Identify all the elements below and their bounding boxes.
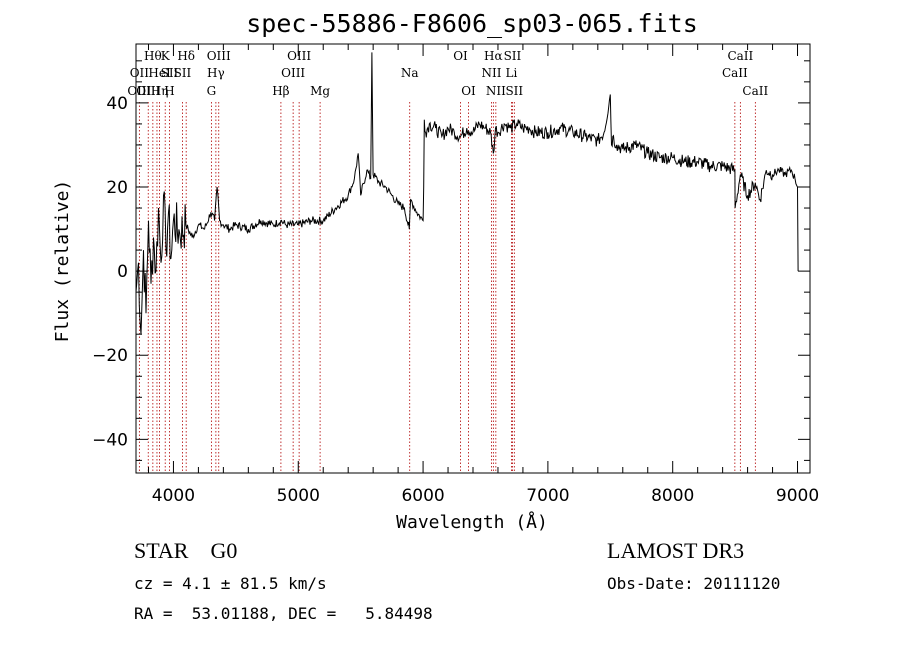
spectral-line-label: Hη [151, 84, 169, 98]
spectral-line-label: NII [481, 66, 501, 80]
spectral-line-label: Hγ [207, 66, 225, 80]
spectral-line-label: SII [174, 66, 192, 80]
spectral-line-label: OIII [136, 84, 160, 98]
spectral-line-label: Hθ [144, 49, 162, 63]
spectral-line-label: CaII [742, 84, 768, 98]
x-tick-label: 4000 [152, 486, 195, 506]
spectral-line-label: CaII [722, 66, 748, 80]
spectral-line-label: SII [505, 84, 523, 98]
x-tick-label: 8000 [651, 486, 694, 506]
object-class-label: STAR G0 [134, 538, 238, 563]
spectral-line-label: Na [401, 66, 419, 80]
obs-date-text: Obs-Date: 20111120 [607, 574, 781, 593]
spectral-line-label: OI [461, 84, 476, 98]
spectral-line-label: H [164, 84, 174, 98]
spectral-line-label: G [207, 84, 217, 98]
spectral-line-label: Hδ [177, 49, 195, 63]
spectral-line-label: K [161, 49, 171, 63]
plot-frame [135, 43, 811, 474]
spectral-line-label: OI [453, 49, 468, 63]
chart-title: spec-55886-F8606_sp03-065.fits [246, 9, 698, 38]
spectral-line-label: OIII [281, 66, 305, 80]
spectral-line-label: SII [504, 49, 522, 63]
redshift-text: cz = 4.1 ± 81.5 km/s [134, 574, 327, 593]
x-tick-label: 7000 [526, 486, 569, 506]
x-axis-label: Wavelength (Å) [396, 511, 548, 533]
x-tick-label: 6000 [401, 486, 444, 506]
x-tick-label: 5000 [277, 486, 320, 506]
y-axis-label: Flux (relative) [52, 180, 73, 343]
spectral-line-label: HeI [148, 66, 171, 80]
spectral-line-label: OIII [287, 49, 311, 63]
y-tick-label: 0 [117, 262, 128, 282]
spectral-line-markers: OIIOIIIOIIIHθHeIHηKSIIHSIIHδGHγOIIIHβOII… [127, 49, 768, 473]
spectral-line-label: OIII [207, 49, 231, 63]
y-tick-label: 20 [106, 178, 128, 198]
survey-label: LAMOST DR3 [607, 538, 745, 563]
y-tick-label: −20 [92, 346, 128, 366]
spectral-line-label: CaII [727, 49, 753, 63]
y-tick-label: −40 [92, 430, 128, 450]
spectral-line-label: OIII [127, 84, 151, 98]
ra-dec-text: RA = 53.01188, DEC = 5.84498 [134, 604, 433, 623]
spectral-line-label: OII [130, 66, 150, 80]
spectral-line-label: SII [161, 66, 179, 80]
spectral-line-label: Hβ [272, 84, 289, 98]
spectral-line-label: NII [486, 84, 506, 98]
spectral-line-label: Hα [484, 49, 503, 63]
axes: 4000 5000 6000 7000 8000 9000 −40 −20 0 20 40 [92, 43, 819, 506]
spectral-line-label: Li [506, 66, 518, 80]
spectrum-series-line [135, 52, 799, 335]
x-tick-label: 9000 [776, 486, 819, 506]
spectral-line-label: Mg [310, 84, 330, 98]
y-tick-label: 40 [106, 94, 128, 114]
